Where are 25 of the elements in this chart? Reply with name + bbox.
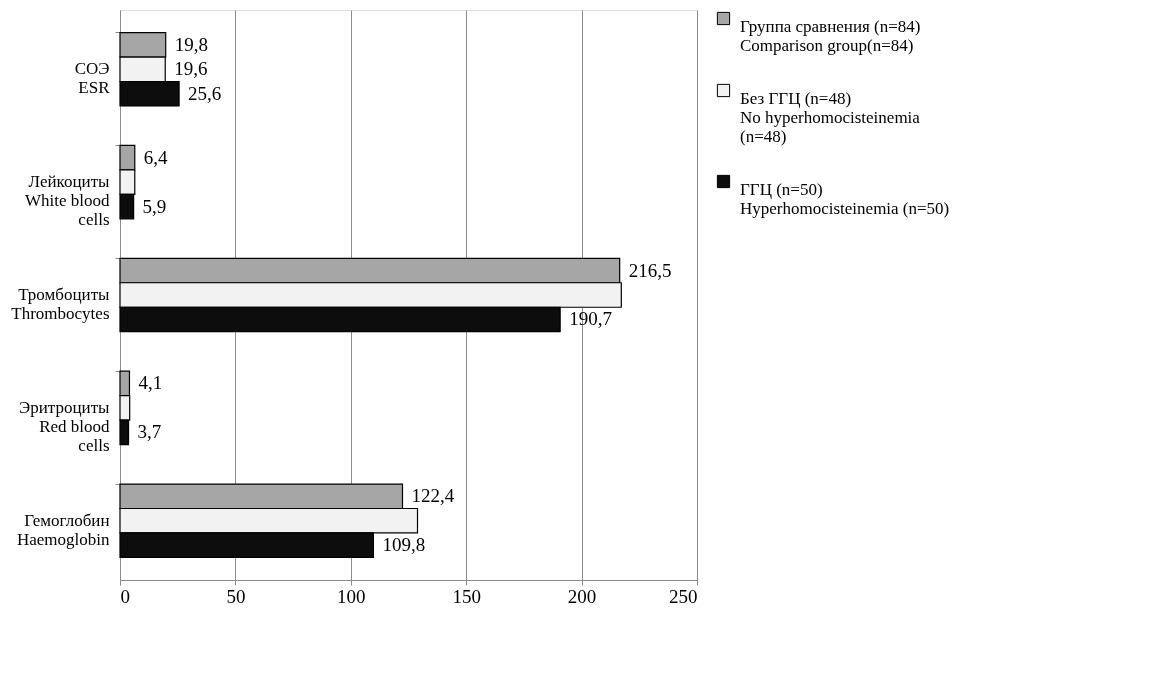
x-tick-label: 150 (452, 585, 481, 607)
data-label: 6,4 (143, 146, 169, 168)
x-tick-label: 0 (120, 585, 130, 607)
data-label: 122,4 (411, 485, 455, 507)
data-label: 216,5 (628, 259, 672, 281)
x-tick-label: 200 (567, 585, 597, 607)
data-label: 19,8 (174, 33, 208, 55)
x-tick-label: 50 (226, 585, 246, 607)
y-tick-label: Лейкоциты White blood cells (24, 172, 111, 230)
data-label: 25,6 (188, 82, 222, 104)
data-label: 19,6 (174, 58, 208, 80)
y-tick-label: Гемоглобин Haemoglobin (16, 510, 110, 549)
y-tick-label: Эритроциты Red blood cells (18, 397, 111, 455)
y-tick-label: Тромбоциты Thrombocytes (11, 285, 111, 323)
data-label: 109,8 (382, 534, 426, 556)
y-tick-label: СОЭ ESR (74, 59, 111, 98)
x-tick-label: 100 (337, 585, 366, 607)
legend-label: ГГЦ (n=50) Hyperhomocisteinemia (n=50) (740, 179, 950, 218)
data-label: 190,7 (569, 308, 612, 330)
legend-label: Группа сравнения (n=84) Comparison group(n=84) (740, 16, 921, 55)
legend-label: Без ГГЦ (n=48) No hyperhomocisteinemia (n=48) (740, 88, 921, 146)
data-label: 3,7 (137, 421, 162, 443)
data-label: 5,9 (142, 195, 167, 217)
data-label: 4,1 (138, 372, 163, 394)
x-tick-label: 250 (669, 585, 698, 607)
